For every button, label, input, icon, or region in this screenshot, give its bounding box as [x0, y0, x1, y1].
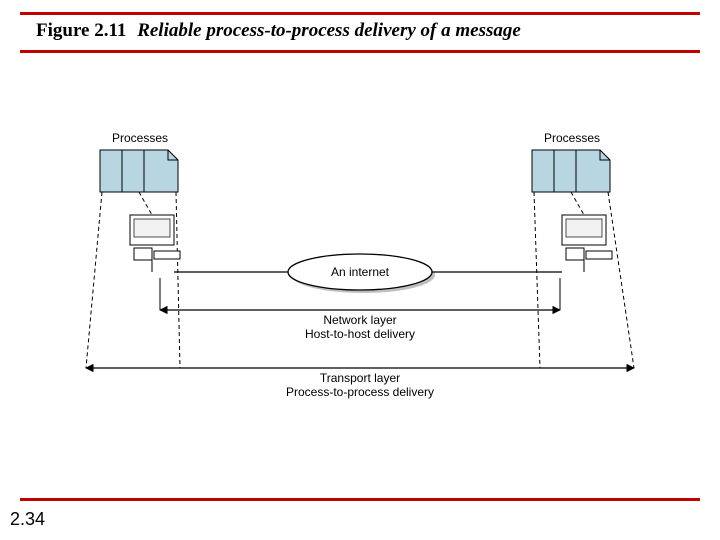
svg-text:Process-to-process delivery: Process-to-process delivery [286, 385, 434, 399]
page-number: 2.34 [10, 509, 45, 530]
svg-text:Network layer: Network layer [323, 313, 396, 327]
svg-text:An internet: An internet [331, 265, 390, 279]
top-rule [20, 12, 700, 15]
figure-label: Figure 2.11 [36, 20, 126, 41]
bottom-rule [20, 498, 700, 501]
svg-text:Transport layer: Transport layer [320, 371, 400, 385]
figure-caption: Reliable process-to-process delivery of … [137, 20, 521, 41]
diagram: Processes Processes An internet Network lay… [60, 120, 660, 420]
svg-text:Processes: Processes [544, 131, 600, 145]
mid-rule [20, 50, 700, 53]
slide: Figure 2.11 Reliable process-to-process … [0, 0, 720, 540]
figure-title: Figure 2.11 Reliable process-to-process … [36, 20, 521, 42]
diagram-svg: Processes Processes An internet Network lay… [60, 120, 660, 420]
svg-text:Host-to-host delivery: Host-to-host delivery [305, 327, 415, 341]
svg-text:Processes: Processes [112, 131, 168, 145]
